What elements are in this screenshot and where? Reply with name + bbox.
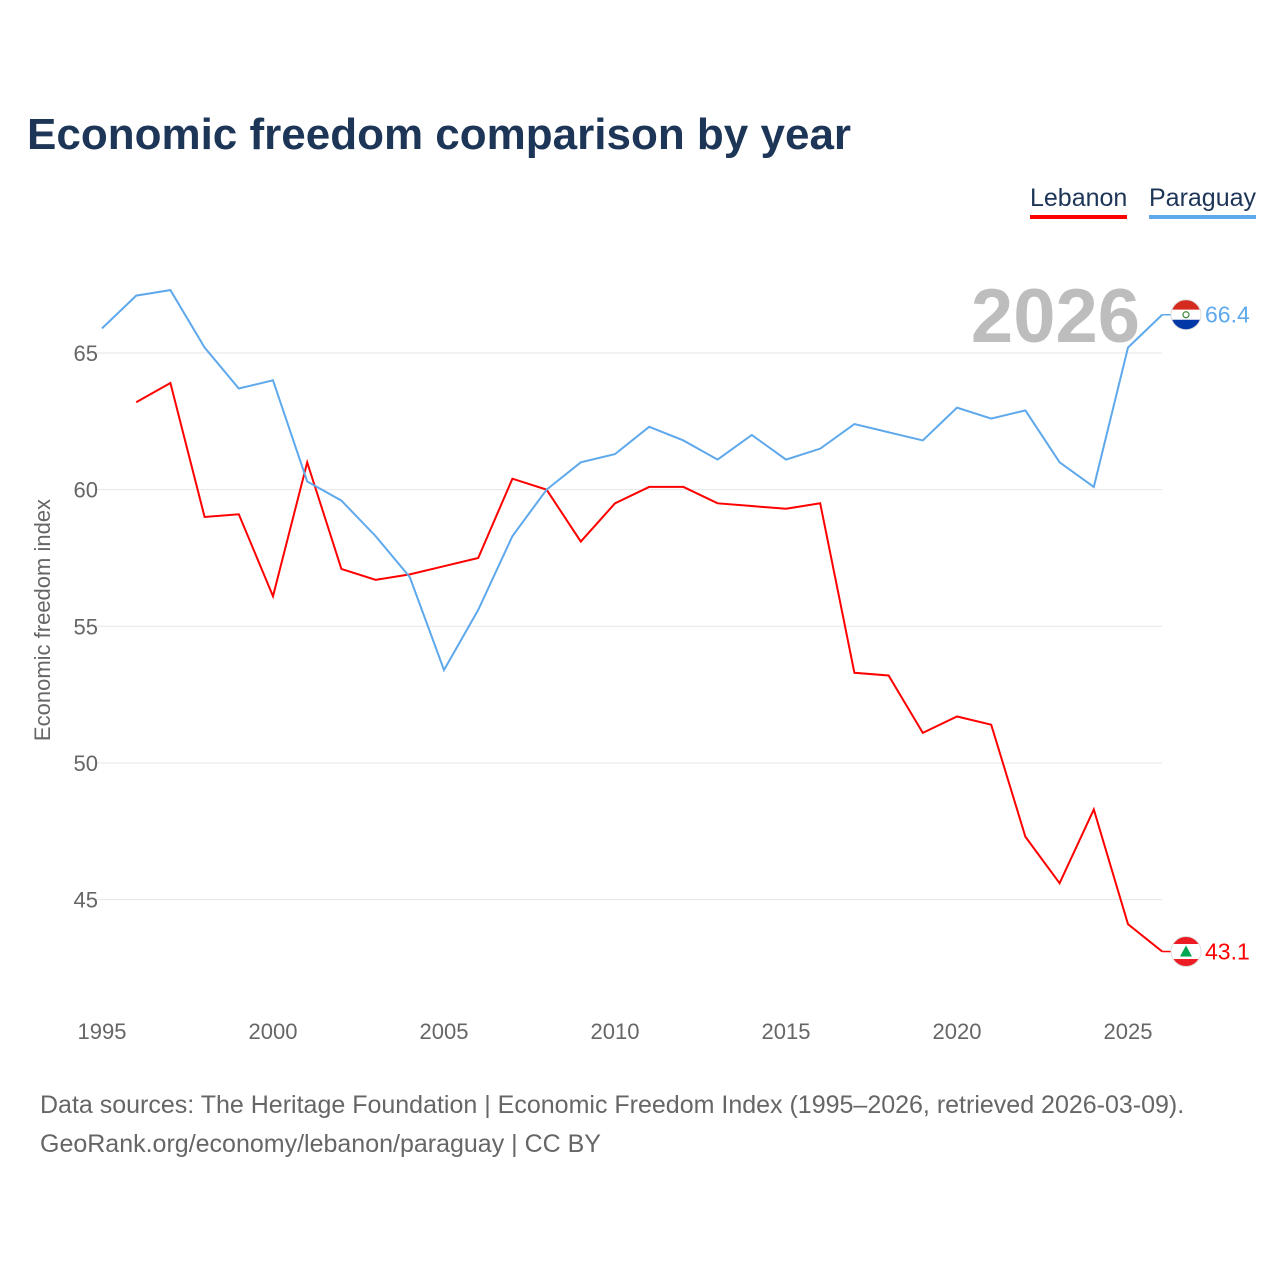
- chart-title: Economic freedom comparison by year: [27, 110, 852, 159]
- y-tick-label: 60: [74, 478, 98, 503]
- x-tick-label: 2010: [591, 1019, 640, 1044]
- y-tick-label: 65: [74, 341, 98, 366]
- paraguay-flag-icon: [1171, 299, 1201, 330]
- lebanon-flag-icon: [1171, 936, 1201, 967]
- x-tick-label: 2015: [762, 1019, 811, 1044]
- y-tick-label: 50: [74, 751, 98, 776]
- y-tick-label: 45: [74, 888, 98, 913]
- source-text: Data sources: The Heritage Foundation | …: [40, 1091, 1185, 1119]
- x-tick-label: 2025: [1104, 1019, 1153, 1044]
- source-link[interactable]: GeoRank.org/economy/lebanon/paraguay | C…: [40, 1130, 601, 1158]
- x-tick-label: 2020: [933, 1019, 982, 1044]
- legend-lebanon[interactable]: Lebanon: [1030, 184, 1128, 219]
- year-label: 2026: [971, 274, 1140, 359]
- footer: Data sources: The Heritage Foundation | …: [40, 1086, 1184, 1164]
- flag-border: [1170, 936, 1202, 968]
- y-axis-label: Economic freedom index: [30, 499, 55, 741]
- end-value-label-paraguay: 66.4: [1205, 302, 1250, 328]
- series-line-paraguay: [101, 289, 1163, 673]
- end-value-label-lebanon: 43.1: [1205, 939, 1250, 965]
- x-tick-label: 2000: [249, 1019, 298, 1044]
- x-tick-label: 2005: [420, 1019, 469, 1044]
- flag-border: [1170, 299, 1202, 331]
- x-tick-label: 1995: [78, 1019, 127, 1044]
- series-line-lebanon: [135, 381, 1163, 953]
- legend-paraguay[interactable]: Paraguay: [1149, 184, 1257, 219]
- y-tick-label: 55: [74, 614, 98, 639]
